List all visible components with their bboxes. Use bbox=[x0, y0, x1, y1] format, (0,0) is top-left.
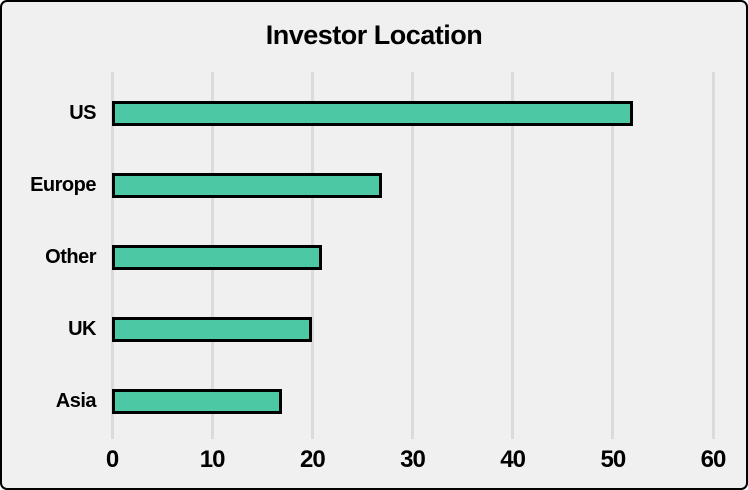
x-tick-label-40: 40 bbox=[500, 446, 526, 473]
gridline-x-60 bbox=[711, 72, 715, 439]
x-tick-label-60: 60 bbox=[700, 446, 727, 473]
category-label-other: Other bbox=[45, 246, 96, 268]
x-tick-label-0: 0 bbox=[105, 446, 119, 473]
x-tick-label-10: 10 bbox=[199, 446, 226, 473]
bar-uk bbox=[112, 316, 313, 342]
category-label-asia: Asia bbox=[55, 390, 97, 412]
gridline-x-30 bbox=[411, 72, 414, 439]
x-tick-label-30: 30 bbox=[400, 446, 426, 473]
category-label-europe: Europe bbox=[30, 174, 96, 196]
x-tick-label-20: 20 bbox=[299, 446, 326, 473]
category-label-uk: UK bbox=[68, 318, 96, 340]
bar-other bbox=[112, 244, 323, 270]
bar-asia bbox=[112, 388, 283, 414]
x-tick-label-50: 50 bbox=[600, 446, 626, 473]
chart-title: Investor Location bbox=[265, 20, 483, 50]
category-label-us: US bbox=[69, 102, 96, 124]
gridline-x-40 bbox=[511, 72, 515, 439]
bar-us bbox=[112, 100, 633, 126]
bar-europe bbox=[112, 172, 383, 198]
gridline-x-50 bbox=[611, 72, 615, 439]
